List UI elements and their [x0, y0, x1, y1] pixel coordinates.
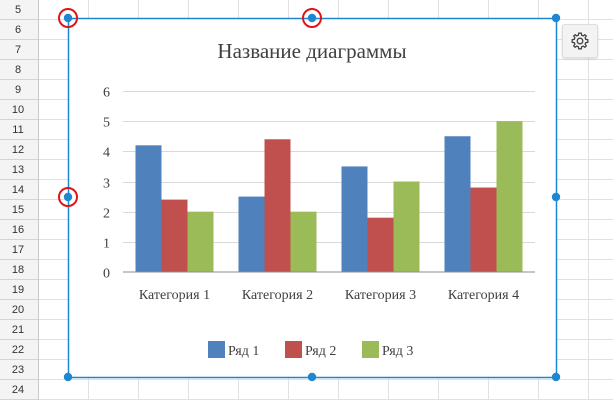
- y-tick-label: 1: [103, 237, 110, 252]
- row-number[interactable]: 7: [15, 44, 21, 56]
- row-number[interactable]: 13: [12, 164, 24, 176]
- row-number[interactable]: 6: [15, 24, 21, 36]
- y-tick-label: 5: [103, 116, 110, 131]
- y-tick-label: 2: [103, 207, 110, 222]
- bar-3-2[interactable]: [290, 211, 317, 272]
- y-tick-label: 0: [103, 267, 110, 282]
- resize-handle-top-center[interactable]: [307, 13, 317, 23]
- legend-label[interactable]: Ряд 3: [382, 344, 413, 359]
- legend-swatch: [362, 341, 379, 358]
- resize-handles[interactable]: [58, 8, 561, 382]
- bar-3-4[interactable]: [496, 121, 523, 273]
- x-axis-category-labels: Категория 1 Категория 2 Категория 3 Категор…: [139, 288, 519, 303]
- row-number[interactable]: 8: [15, 64, 21, 76]
- row-number[interactable]: 9: [15, 84, 21, 96]
- bar-1-2[interactable]: [238, 196, 265, 272]
- bar-series[interactable]: [135, 121, 523, 273]
- y-tick-label: 4: [103, 146, 110, 161]
- row-number[interactable]: 5: [15, 4, 21, 16]
- bar-2-4[interactable]: [470, 187, 497, 272]
- bar-3-1[interactable]: [187, 211, 214, 272]
- resize-handle-middle-left[interactable]: [63, 192, 73, 202]
- chart-legend[interactable]: Ряд 1 Ряд 2 Ряд 3: [208, 341, 413, 359]
- row-number[interactable]: 20: [12, 304, 24, 316]
- row-number[interactable]: 22: [12, 344, 24, 356]
- y-tick-label: 3: [103, 177, 110, 192]
- resize-handle-middle-right[interactable]: [551, 192, 561, 202]
- legend-swatch: [208, 341, 225, 358]
- resize-handle-top-right[interactable]: [551, 13, 561, 23]
- row-number[interactable]: 21: [12, 324, 24, 336]
- chart-settings-button[interactable]: [562, 24, 598, 58]
- legend-swatch: [285, 341, 302, 358]
- row-number[interactable]: 14: [12, 184, 24, 196]
- row-number[interactable]: 17: [12, 244, 24, 256]
- highlight-ring: [58, 8, 78, 28]
- legend-label[interactable]: Ряд 1: [228, 344, 259, 359]
- resize-handle-bottom-left[interactable]: [63, 372, 73, 382]
- row-number[interactable]: 15: [12, 204, 24, 216]
- row-number[interactable]: 16: [12, 224, 24, 236]
- row-number[interactable]: 24: [12, 384, 24, 396]
- row-number[interactable]: 18: [12, 264, 24, 276]
- bar-1-3[interactable]: [341, 166, 368, 272]
- bar-1-4[interactable]: [444, 136, 471, 272]
- bar-3-3[interactable]: [393, 181, 420, 273]
- resize-handle-bottom-right[interactable]: [551, 372, 561, 382]
- bar-1-1[interactable]: [135, 145, 162, 272]
- highlight-ring: [302, 8, 322, 28]
- x-category-label: Категория 4: [448, 288, 519, 303]
- row-number[interactable]: 10: [12, 104, 24, 116]
- gear-icon: [571, 32, 589, 50]
- y-tick-label: 6: [103, 86, 110, 101]
- row-number[interactable]: 23: [12, 364, 24, 376]
- resize-handle-top-left[interactable]: [63, 13, 73, 23]
- bar-2-1[interactable]: [161, 199, 188, 272]
- row-number[interactable]: 12: [12, 144, 24, 156]
- y-axis-tick-labels: 0 1 2 3 4 5 6: [103, 86, 110, 282]
- resize-handle-bottom-center[interactable]: [307, 372, 317, 382]
- legend-label[interactable]: Ряд 2: [305, 344, 336, 359]
- chart-title[interactable]: Название диаграммы: [217, 39, 406, 63]
- x-category-label: Категория 2: [242, 288, 313, 303]
- row-number[interactable]: 19: [12, 284, 24, 296]
- x-category-label: Категория 1: [139, 288, 210, 303]
- row-headers: 5 6 7 8 9 10 11 12 13 14 15 16 17 18 19 20 21 22 23 24: [0, 4, 38, 400]
- highlight-ring: [58, 187, 78, 207]
- bar-2-3[interactable]: [367, 217, 394, 272]
- x-category-label: Категория 3: [345, 288, 416, 303]
- bar-2-2[interactable]: [264, 139, 291, 272]
- row-number[interactable]: 11: [12, 124, 23, 136]
